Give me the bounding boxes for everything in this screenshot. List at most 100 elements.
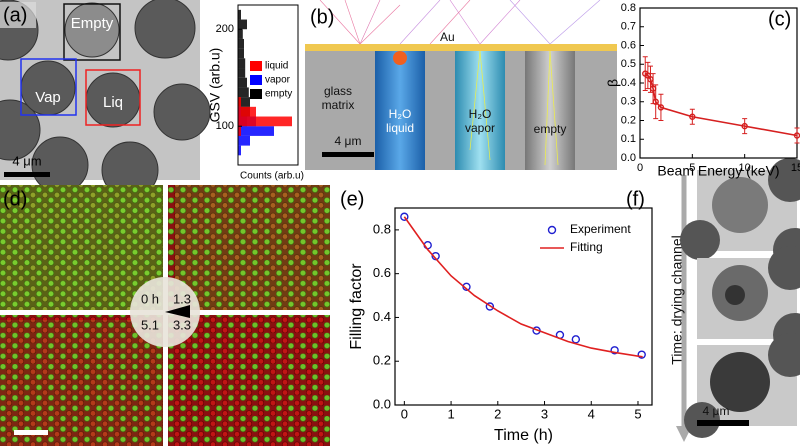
histogram-bar [238,97,241,107]
region-label: empty [534,122,567,136]
legend-swatch [250,89,262,99]
y-tick-label: 100 [216,120,234,132]
data-point [637,350,646,359]
histogram-bar [238,19,247,30]
data-point [657,104,665,111]
x-tick-label: 0 [401,406,408,421]
y-tick-label: 0.6 [621,39,636,51]
time-label: 5.1 [141,317,159,332]
panel-b-image: Au glass matrix H₂O liquid H₂O vapor emp… [305,0,617,170]
y-tick-label: 0.4 [621,77,636,89]
histogram-bar [238,126,274,136]
legend-label: Fitting [570,240,603,254]
plots: 051015Beam Energy (keV)0.00.10.20.30.40.… [207,2,800,444]
error-bar [653,84,659,120]
y-tick-label: 0.8 [621,2,636,14]
data-point [741,122,748,130]
y-axis-label: GSV (arb.u) [207,48,223,123]
y-tick-label: 0.0 [621,152,636,164]
plot-frame [639,7,798,159]
x-axis-label: Counts (arb.u) [240,171,304,182]
panel-label: (f) [626,188,645,210]
region-label: Empty [71,15,114,32]
histogram-bar [238,29,243,39]
scale-bar-label: 4 μm [12,153,41,168]
x-tick-label: 5 [689,162,695,174]
region-label: liquid [386,121,414,135]
histogram-bar [238,135,250,146]
histogram-bar [238,77,247,88]
panel-a-image: Empty Vap Liq 4 μm (a) [0,0,211,199]
x-tick-label: 4 [588,406,595,421]
plot-frame [237,4,299,166]
histogram-bar [238,145,241,156]
y-tick-label: 0.2 [621,114,636,126]
legend-swatch [250,61,262,71]
y-tick-label: 0.5 [621,58,636,70]
data-point [571,335,581,344]
error-bar [742,118,748,135]
histogram-bar [238,106,256,117]
legend-swatch [547,225,557,235]
region-label: H₂O [389,107,412,121]
y-tick-label: 0.6 [373,265,391,280]
region-label: Liq [103,94,123,111]
histogram-bar [238,87,249,98]
y-tick-label: 0.3 [621,96,636,108]
series-line [644,72,798,137]
histogram-bar [238,38,244,49]
region-label: Vap [35,89,61,106]
y-tick-label: 200 [216,23,234,35]
material-label: Au [440,30,455,44]
x-axis-label: Time (h) [494,427,553,444]
time-label: 3.3 [173,317,191,332]
series-line [403,216,643,358]
y-tick-label: 0.4 [373,309,391,324]
legend-label: liquid [265,61,288,72]
legend-label: Experiment [570,222,631,236]
y-tick-label: 0.2 [373,353,391,368]
y-tick-label: 0.0 [373,396,391,411]
x-tick-label: 10 [739,162,751,174]
legend-swatch [250,75,262,85]
legend-label: empty [265,89,292,100]
histogram-bar [238,126,241,136]
data-point [610,346,619,355]
legend-label: vapor [265,75,291,86]
panel-label: (d) [3,188,27,210]
x-tick-label: 1 [447,406,454,421]
histogram-bar [238,9,241,20]
x-tick-label: 15 [791,162,800,174]
scale-bar-label: 4 μm [703,404,730,418]
x-tick-label: 3 [541,406,548,421]
y-tick-label: 0.8 [373,221,391,236]
error-bar [645,61,651,90]
histogram-bar [238,68,246,78]
panel-label: (b) [310,6,334,28]
error-bar [689,108,695,125]
data-point [400,212,409,221]
data-point [652,98,659,105]
error-bar [794,127,800,144]
scale-bar-label: 4 μm [335,134,362,148]
x-tick-label: 0 [637,162,643,174]
time-label: 0 h [141,291,159,306]
panel-label: (a) [3,4,27,26]
panel-label: (c) [768,8,791,30]
panel-label: (e) [340,188,364,210]
x-tick-label: 5 [634,406,641,421]
histogram-bar [238,116,292,127]
panel-f-image: (f) Time: drying channel 4 μm [626,158,800,442]
region-label: matrix [322,98,355,112]
error-bar [658,93,664,121]
histogram-bar [238,48,244,59]
data-point [485,302,495,311]
x-tick-label: 2 [494,406,501,421]
axis-label: Time: drying channel [669,235,685,364]
data-point [689,113,696,120]
y-axis-label: Filling factor [348,263,365,350]
histogram-bar [238,97,250,107]
y-axis-label: β [605,79,621,87]
region-label: glass [324,84,352,98]
